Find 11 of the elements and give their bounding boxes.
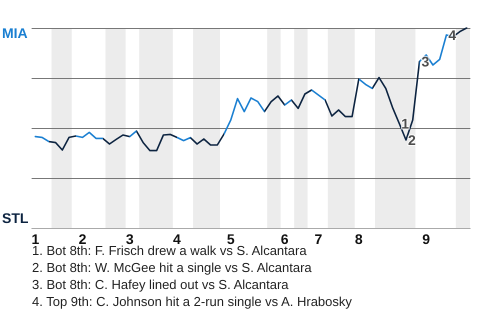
x-tick-label: 9	[422, 231, 430, 247]
text: 3. Bot 8th: C. Hafey lined out vs S. Alcantara	[32, 277, 290, 292]
text: 4. Top 9th: C. Johnson hit a 2-run single vs A. Hrabosky	[32, 294, 352, 309]
x-tick-label: 7	[314, 231, 322, 247]
annotation: 1	[401, 115, 410, 132]
text: STL	[2, 210, 29, 226]
annotation: 2	[408, 132, 416, 148]
text: 2. Bot 8th: W. McGee hit a single vs S. Alcantara	[32, 260, 312, 275]
annotation: 3	[421, 54, 430, 70]
x-tick-label: 8	[354, 231, 363, 247]
text: MIA	[2, 25, 28, 41]
